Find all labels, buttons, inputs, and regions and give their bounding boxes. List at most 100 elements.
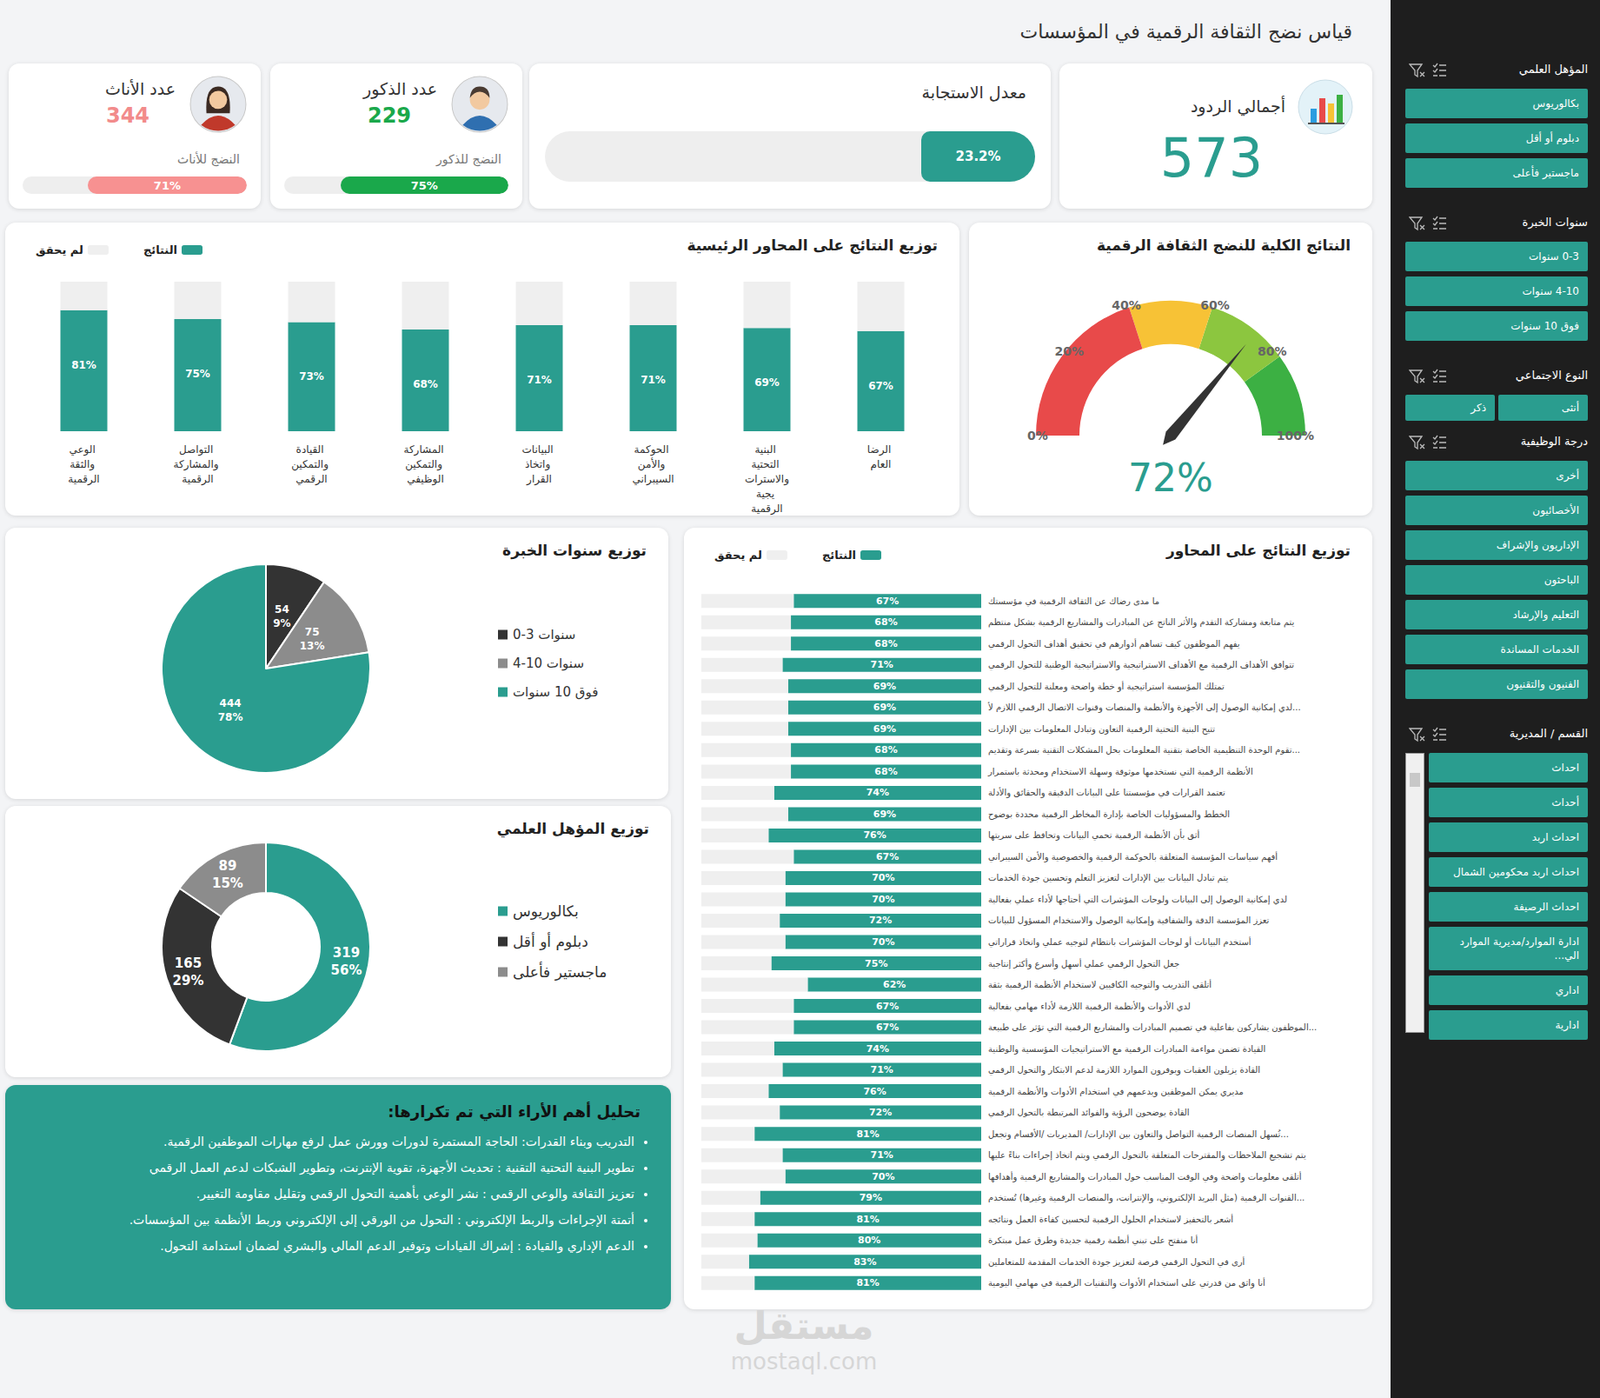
svg-text:74%: 74%: [866, 1042, 890, 1055]
svg-text:68%: 68%: [874, 743, 897, 756]
svg-text:69%: 69%: [873, 701, 897, 713]
svg-text:81%: 81%: [856, 1213, 879, 1225]
svg-text:4-10 سنوات: 4-10 سنوات: [512, 655, 585, 671]
svg-text:يتم متابعة ومشاركة التقدم والأ: يتم متابعة ومشاركة التقدم والأثر الناتج …: [988, 616, 1295, 628]
svg-text:الحوكمة: الحوكمة: [634, 443, 673, 457]
svg-text:العام: العام: [870, 458, 892, 471]
svg-text:الرقمي: الرقمي: [295, 472, 327, 486]
svg-text:0%: 0%: [1027, 428, 1049, 443]
svg-text:73%: 73%: [298, 370, 325, 383]
svg-text:67%: 67%: [876, 595, 899, 607]
svg-text:النتائج: النتائج: [143, 243, 178, 257]
svg-text:والمشاركة: والمشاركة: [173, 458, 223, 472]
svg-text:أنا واثق من قدرتي على استخدام: أنا واثق من قدرتي على استخدام الأدوات وا…: [988, 1276, 1266, 1288]
svg-text:لدي إمكانية الوصول إلى الأجهزة: لدي إمكانية الوصول إلى الأجهزة والأنظمة …: [987, 701, 1302, 713]
svg-text:والثقة: والثقة: [69, 458, 99, 472]
svg-text:83%: 83%: [853, 1255, 877, 1268]
svg-text:69%: 69%: [873, 808, 897, 820]
svg-text:75%: 75%: [185, 367, 211, 380]
svg-text:الرقمية: الرقمية: [181, 472, 213, 486]
svg-text:الموظفون يشاركون بفاعلية في تص: الموظفون يشاركون بفاعلية في تصميم المباد…: [988, 1022, 1317, 1033]
svg-text:54: 54: [274, 603, 290, 616]
svg-text:ماجستير فأعلى: ماجستير فأعلى: [512, 961, 607, 981]
svg-text:ما مدى رضاك عن الثقافة الرقمية: ما مدى رضاك عن الثقافة الرقمية في مؤسستك: [988, 596, 1160, 607]
svg-text:70%: 70%: [871, 871, 895, 883]
svg-text:أرى في التحول الرقمي فرصة لتعز: أرى في التحول الرقمي فرصة لتعزيز جودة ال…: [988, 1255, 1246, 1268]
svg-text:40%: 40%: [1111, 298, 1142, 313]
svg-text:القيادة تضمن مواءمة المبادرات: القيادة تضمن مواءمة المبادرات الرقمية مع…: [988, 1043, 1266, 1055]
svg-text:15%: 15%: [212, 875, 244, 891]
svg-text:التحتية: التحتية: [751, 458, 784, 471]
svg-text:أتلقى معلومات واضحة وفي الوقت: أتلقى معلومات واضحة وفي الوقت المناسب حو…: [988, 1170, 1302, 1182]
svg-text:فوق 10 سنوات: فوق 10 سنوات: [512, 683, 598, 700]
svg-text:لدي الأدوات والأنظمة الرقمية ا: لدي الأدوات والأنظمة الرقمية اللازمة لأد…: [988, 1000, 1191, 1012]
svg-text:الخطط والمسؤوليات الخاصة بإدار: الخطط والمسؤوليات الخاصة بإدارة المخاطر …: [988, 809, 1230, 820]
svg-text:لدي إمكانية الوصول إلى البيانا: لدي إمكانية الوصول إلى البيانات ولوحات ا…: [988, 893, 1288, 905]
svg-text:البنية: البنية: [754, 443, 779, 456]
svg-text:الرقمية: الرقمية: [67, 472, 100, 486]
svg-text:تتيح البنية التحتية الرقمية ال: تتيح البنية التحتية الرقمية التعاون وتبا…: [988, 723, 1215, 735]
svg-text:56%: 56%: [331, 962, 363, 978]
svg-text:الرضا: الرضا: [867, 443, 895, 457]
svg-text:يتم تبادل البيانات بين الإدارا: يتم تبادل البيانات بين الإدارات لتعزيز ا…: [988, 872, 1229, 883]
svg-text:68%: 68%: [874, 637, 897, 650]
svg-text:الرقمية: الرقمية: [750, 502, 783, 516]
svg-text:يتم تشجيع الملاحظات والمقترحات: يتم تشجيع الملاحظات والمقترحات المتعلقة …: [988, 1149, 1307, 1161]
svg-text:80%: 80%: [1257, 344, 1288, 359]
svg-text:دبلوم أو أقل: دبلوم أو أقل: [512, 931, 589, 950]
svg-text:74%: 74%: [866, 786, 890, 798]
svg-text:20%: 20%: [1055, 344, 1085, 359]
svg-text:أثق بأن الأنظمة الرقمية تحمي ا: أثق بأن الأنظمة الرقمية تحمي البيانات وت…: [988, 828, 1200, 841]
svg-text:الوظيفي: الوظيفي: [406, 472, 444, 486]
svg-text:444: 444: [219, 697, 242, 710]
svg-text:أنا منفتح على تبني أنظمة رقمية: أنا منفتح على تبني أنظمة رقمية جديدة وطر…: [988, 1234, 1199, 1246]
svg-text:89: 89: [218, 857, 237, 874]
svg-text:76%: 76%: [863, 829, 886, 841]
svg-text:يفهم الموظفون كيف تساهم أدواره: يفهم الموظفون كيف تساهم أدوارهم في تحقيق…: [988, 637, 1241, 650]
svg-text:تعزز المؤسسة الدقة والشفافية و: تعزز المؤسسة الدقة والشفافية وإمكانية ال…: [988, 915, 1270, 926]
svg-text:واتخاذ: واتخاذ: [524, 458, 554, 472]
svg-text:القرار: القرار: [525, 472, 552, 486]
svg-text:القادة يزيلون العقبات ويوفرون: القادة يزيلون العقبات ويوفرون الموارد ال…: [988, 1064, 1261, 1076]
svg-text:165: 165: [174, 955, 202, 971]
svg-text:مديري يمكن الموظفين ويدعمهم في: مديري يمكن الموظفين ويدعمهم في استخدام ا…: [988, 1085, 1244, 1097]
svg-text:الوعي: الوعي: [68, 443, 99, 457]
svg-text:71%: 71%: [870, 1063, 894, 1076]
svg-text:68%: 68%: [874, 765, 897, 777]
svg-text:81%: 81%: [856, 1276, 879, 1288]
svg-text:67%: 67%: [868, 379, 894, 392]
svg-text:70%: 70%: [871, 936, 895, 948]
svg-text:69%: 69%: [873, 723, 897, 735]
svg-text:80%: 80%: [857, 1234, 881, 1246]
svg-text:والأمن: والأمن: [637, 457, 669, 472]
svg-text:67%: 67%: [876, 1000, 899, 1012]
svg-text:تقوم الوحدة التنظيمية الخاصة ب: تقوم الوحدة التنظيمية الخاصة بتقنية المع…: [988, 744, 1301, 756]
svg-text:المشاركة: المشاركة: [403, 443, 447, 457]
svg-text:يجية: يجية: [756, 487, 778, 500]
svg-text:79%: 79%: [859, 1191, 883, 1203]
svg-text:70%: 70%: [871, 893, 895, 905]
svg-text:100%: 100%: [1276, 428, 1315, 443]
svg-text:البيانات: البيانات: [521, 443, 557, 456]
svg-text:أفهم سياسات المؤسسة المتعلقة ب: أفهم سياسات المؤسسة المتعلقة بالحوكمة ال…: [988, 850, 1278, 863]
svg-text:والتمكين: والتمكين: [404, 458, 446, 472]
svg-text:لم يحقق: لم يحقق: [35, 243, 84, 257]
svg-text:81%: 81%: [71, 358, 97, 372]
svg-text:62%: 62%: [882, 978, 906, 990]
svg-text:أشعر بالتحفيز لاستخدام الحلول: أشعر بالتحفيز لاستخدام الحلول الرقمية لت…: [988, 1213, 1234, 1225]
svg-text:71%: 71%: [870, 658, 894, 671]
svg-text:جعل التحول الرقمي عملي أسهل وأ: جعل التحول الرقمي عملي أسهل وأسرع وأكثر …: [988, 957, 1180, 970]
svg-text:72%: 72%: [869, 1106, 892, 1118]
svg-text:60%: 60%: [1200, 298, 1230, 313]
svg-text:70%: 70%: [871, 1170, 895, 1182]
svg-text:75%: 75%: [864, 957, 888, 970]
svg-text:تُسهل المنصات الرقمية التواصل: تُسهل المنصات الرقمية التواصل والتعاون ب…: [988, 1128, 1289, 1140]
svg-text:0-3 سنوات: 0-3 سنوات: [512, 626, 576, 643]
svg-text:72%: 72%: [1128, 455, 1214, 500]
svg-text:29%: 29%: [172, 972, 205, 989]
svg-text:76%: 76%: [863, 1085, 886, 1097]
svg-text:69%: 69%: [754, 376, 780, 389]
svg-text:68%: 68%: [412, 378, 439, 391]
svg-text:68%: 68%: [874, 616, 897, 628]
svg-text:والتمكين: والتمكين: [291, 458, 332, 472]
